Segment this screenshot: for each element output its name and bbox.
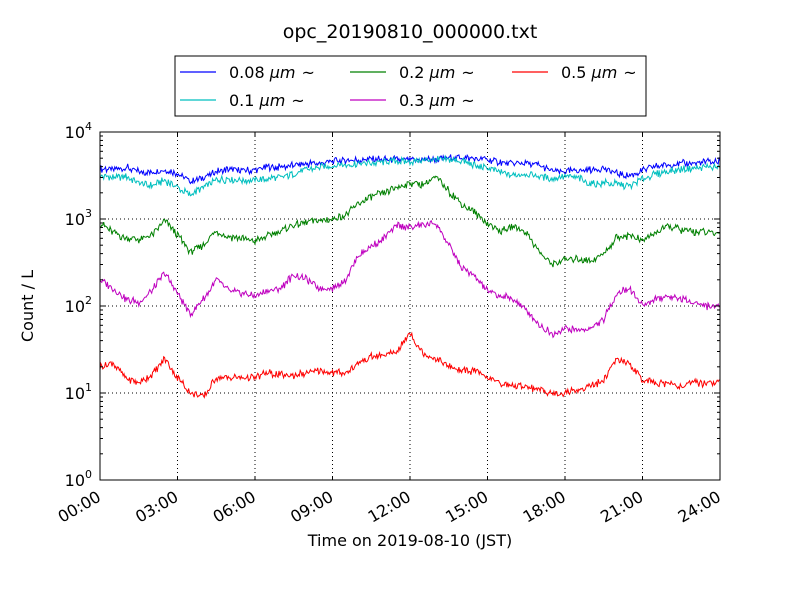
chart-title: opc_20190810_000000.txt (283, 21, 538, 43)
grid (100, 132, 720, 480)
legend-label-0: 0.08 μm ~ (229, 63, 315, 82)
y-tick-label: 102 (65, 294, 92, 316)
y-tick-label: 101 (65, 381, 92, 403)
legend-label-3: 0.3 μm ~ (399, 91, 475, 110)
series-line-3 (99, 219, 721, 339)
x-axis-label: Time on 2019-08-10 (JST) (307, 531, 512, 550)
series-line-0 (99, 153, 721, 185)
series-line-2 (99, 175, 721, 268)
legend-label-4: 0.5 μm ~ (561, 63, 637, 82)
series-layer (99, 153, 721, 399)
series-line-1 (99, 154, 721, 197)
legend-box (174, 55, 647, 117)
series-line-4 (99, 331, 721, 399)
y-axis-label: Count / L (18, 270, 37, 342)
y-tick-label: 100 (65, 468, 92, 490)
legend-label-2: 0.2 μm ~ (399, 63, 475, 82)
y-tick-label: 104 (65, 120, 92, 142)
y-tick-label: 103 (65, 207, 92, 229)
legend: 0.08 μm ~ 0.1 μm ~ 0.2 μm ~ 0.3 μm ~ 0.5 μm ~ (174, 55, 647, 117)
legend-label-1: 0.1 μm ~ (229, 91, 305, 110)
